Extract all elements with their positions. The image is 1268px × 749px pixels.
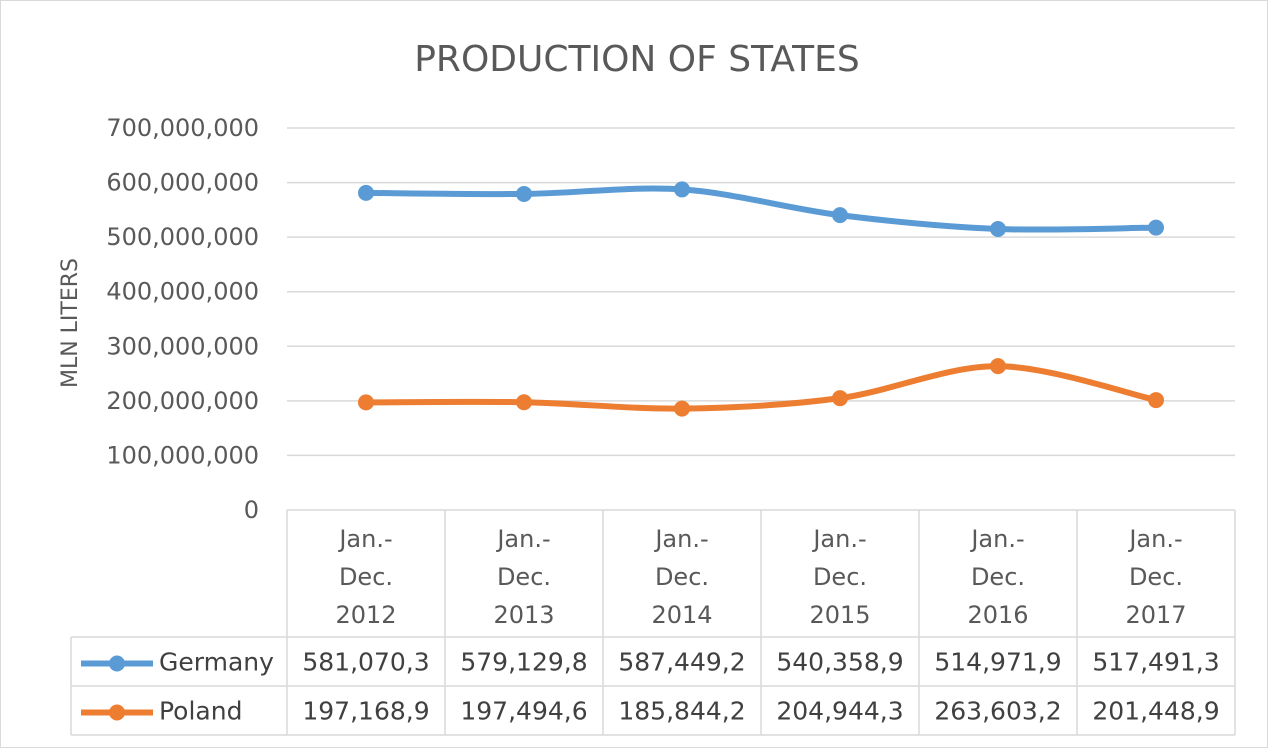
data-point-germany [990,220,1006,237]
data-point-germany [674,181,690,198]
table-cell-poland: 263,603,2 [934,697,1061,726]
data-point-poland [516,394,532,411]
x-category-label: Jan.-Dec. 2015 [809,525,870,629]
y-tick-label: 200,000,000 [106,387,259,415]
chart-title: PRODUCTION OF STATES [414,39,860,80]
data-point-poland [990,358,1006,375]
data-point-germany [516,185,532,202]
data-point-poland [674,400,690,417]
y-tick-label: 0 [244,496,259,524]
series-name-poland: Poland [159,697,242,726]
data-point-poland [832,390,848,407]
data-point-germany [358,184,374,201]
x-category-label: Jan.-Dec. 2012 [335,525,396,629]
data-table: Jan.-Dec. 2012 Jan.-Dec. 2013 Jan.-Dec. 2014 J… [70,510,1236,736]
legend-marker-germany [109,655,125,672]
x-category-label: Jan.-Dec. 2014 [651,525,712,629]
table-cell-germany: 517,491,3 [1092,648,1219,677]
y-tick-label: 300,000,000 [106,332,259,360]
table-cell-germany: 540,358,9 [776,648,903,677]
y-tick-label: 700,000,000 [106,114,259,142]
series-line-germany [365,185,1157,233]
y-axis-title: MLN LITERS [58,258,83,388]
legend-marker-poland [109,704,125,721]
data-point-poland [358,394,374,411]
series-lines [358,181,1164,417]
y-tick-label: 600,000,000 [106,169,259,197]
y-tick-label: 500,000,000 [106,223,259,251]
y-tick-label: 400,000,000 [106,278,259,306]
table-cell-poland: 197,168,9 [302,697,429,726]
x-category-label: Jan.-Dec. 2013 [493,525,554,629]
data-point-poland [1148,392,1164,409]
y-tick-label: 100,000,000 [106,441,259,469]
table-cell-poland: 201,448,9 [1092,697,1219,726]
data-point-germany [832,207,848,224]
gridlines [287,127,1235,511]
data-point-germany [1148,219,1164,236]
y-axis-tick-labels: 0 100,000,000 200,000,000 300,000,000 400,00… [106,114,259,524]
table-cell-germany: 587,449,2 [618,648,745,677]
series-line-poland [365,363,1157,412]
table-cell-germany: 581,070,3 [302,648,429,677]
table-cell-poland: 197,494,6 [460,697,587,726]
series-name-germany: Germany [159,648,274,677]
table-cell-poland: 204,944,3 [776,697,903,726]
table-cell-poland: 185,844,2 [618,697,745,726]
x-category-label: Jan.-Dec. 2016 [967,525,1028,629]
x-category-label: Jan.-Dec. 2017 [1125,525,1186,629]
table-cell-germany: 514,971,9 [934,648,1061,677]
table-cell-germany: 579,129,8 [460,648,587,677]
